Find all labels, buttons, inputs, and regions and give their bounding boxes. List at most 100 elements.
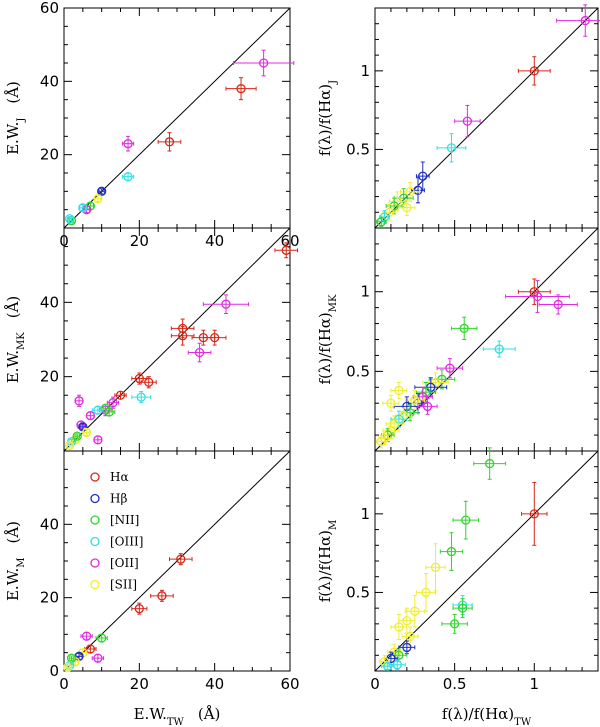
data-marker <box>210 332 220 343</box>
data-point-sii <box>382 394 400 412</box>
data-marker <box>93 653 103 663</box>
data-marker <box>93 435 103 445</box>
data-marker <box>418 392 428 402</box>
data-marker <box>108 398 118 408</box>
data-marker <box>392 660 402 670</box>
data-marker <box>85 644 96 654</box>
data-marker <box>553 299 563 310</box>
data-marker <box>115 390 126 400</box>
data-marker <box>134 604 144 614</box>
data-marker <box>405 631 415 642</box>
data-point-sii <box>425 543 446 592</box>
y-tick-label: 1 <box>360 283 370 301</box>
data-marker <box>532 291 543 302</box>
data-marker <box>445 363 455 373</box>
data-marker <box>379 433 390 443</box>
data-marker <box>81 427 92 438</box>
data-marker <box>386 398 396 408</box>
data-marker <box>97 633 107 643</box>
x-tick-label: 0 <box>59 675 69 693</box>
data-marker <box>65 214 75 224</box>
data-marker <box>462 116 473 126</box>
y-axis-label: E.W.M(Å) <box>4 521 27 601</box>
data-point-nii <box>385 197 403 215</box>
x-tick-label: 0.5 <box>443 675 467 693</box>
data-point-oii <box>436 358 464 379</box>
data-marker <box>134 373 144 384</box>
legend-marker-ha <box>90 472 100 482</box>
data-marker <box>405 187 415 197</box>
y-tick-label: 1 <box>360 505 370 523</box>
legend-marker-oiii <box>90 536 100 547</box>
data-marker <box>65 440 75 451</box>
data-point-oiii <box>131 391 152 404</box>
data-marker <box>402 642 412 653</box>
data-marker <box>164 137 175 147</box>
data-point-oiii <box>65 214 75 224</box>
y-tick-label: 0.5 <box>346 140 370 158</box>
data-point-nii <box>452 598 473 619</box>
x-axis-label: f(λ)/f(Hα)TW <box>442 705 532 727</box>
one-to-one-line <box>374 227 599 452</box>
data-point-oiii <box>91 405 105 415</box>
data-point-sii <box>376 434 387 449</box>
data-marker <box>402 202 412 213</box>
data-point-ha <box>274 242 299 259</box>
data-point-nii <box>441 613 468 634</box>
data-point-oii <box>233 49 295 77</box>
data-marker <box>104 407 114 417</box>
data-marker <box>176 554 186 564</box>
panel-ew_m: 0 20 40 60 0 20 40 E.W.M(Å) E.W.TW (Å) <box>4 450 300 727</box>
data-point-oii <box>538 294 578 315</box>
data-marker <box>422 401 433 412</box>
data-point-nii <box>72 431 82 441</box>
data-marker <box>580 15 590 26</box>
data-marker <box>221 299 231 309</box>
data-marker <box>430 562 441 572</box>
data-point-hb <box>97 186 107 196</box>
data-point-sii <box>382 421 400 439</box>
data-point-hb <box>414 377 448 398</box>
panel-flux_m: 0 0.5 1 0.5 1 f(λ)/f(Hα)M f(λ)/f(Hα)TW <box>316 447 599 727</box>
data-marker <box>236 84 246 94</box>
x-tick-label: 1 <box>530 675 540 693</box>
data-point-nii <box>95 633 108 643</box>
legend-marker-hb <box>90 493 100 504</box>
data-marker <box>177 331 188 341</box>
y-axis-label: f(λ)/f(Hα)MK <box>316 294 339 385</box>
data-point-nii <box>439 532 464 571</box>
data-point-ha <box>225 77 257 101</box>
data-point-nii <box>103 407 116 417</box>
data-marker <box>485 458 495 469</box>
data-point-ha <box>517 56 551 86</box>
data-marker <box>194 347 205 358</box>
data-point-nii <box>376 216 387 227</box>
x-tick-label: 60 <box>280 675 299 693</box>
data-marker <box>457 603 468 613</box>
data-marker <box>426 382 436 392</box>
data-point-sii <box>415 573 437 612</box>
data-point-ha <box>157 132 182 152</box>
data-point-ha <box>170 325 195 346</box>
data-point-sii <box>390 613 408 641</box>
data-marker <box>136 392 146 402</box>
data-marker <box>383 661 393 671</box>
panel-flux_mk: 0.5 1 f(λ)/f(Hα)MK <box>316 227 599 452</box>
data-marker <box>93 405 103 415</box>
panel-ew_mk: 20 40 E.W.MK(Å) <box>4 227 299 452</box>
data-point-oii <box>454 104 481 138</box>
y-tick-label: 0 <box>49 662 59 680</box>
data-point-hb <box>415 161 430 191</box>
data-point-oii <box>202 294 250 314</box>
one-to-one-line <box>374 450 599 672</box>
data-marker <box>529 66 539 76</box>
data-marker <box>394 650 404 660</box>
y-axis-label: f(λ)/f(Hα)J <box>316 80 339 156</box>
data-marker <box>394 414 404 424</box>
data-marker <box>386 425 396 435</box>
data-point-oiii <box>380 661 395 671</box>
data-point-ha <box>168 553 193 566</box>
data-point-oii <box>74 394 84 407</box>
data-marker <box>63 662 73 672</box>
